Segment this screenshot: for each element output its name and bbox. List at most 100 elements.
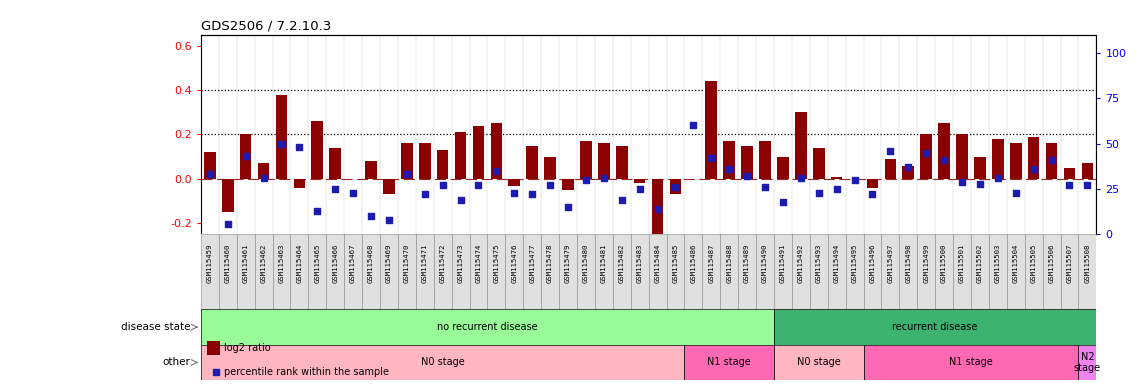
Point	[917, 150, 936, 156]
Bar	[953, 234, 971, 310]
Text: percentile rank within the sample: percentile rank within the sample	[224, 367, 389, 377]
Bar	[473, 126, 484, 179]
Text: N0 stage: N0 stage	[421, 358, 465, 367]
Text: GSM115480: GSM115480	[583, 243, 589, 283]
Bar	[669, 179, 681, 194]
Bar	[1010, 143, 1022, 179]
Text: GSM115496: GSM115496	[869, 243, 876, 283]
Bar	[742, 146, 753, 179]
Point	[988, 175, 1007, 181]
Bar	[255, 234, 272, 310]
Text: GSM115502: GSM115502	[977, 243, 983, 283]
Text: disease state: disease state	[121, 322, 191, 332]
Bar	[598, 143, 610, 179]
Bar	[362, 234, 380, 310]
Text: GSM115466: GSM115466	[332, 243, 339, 283]
Text: GSM115482: GSM115482	[619, 243, 625, 283]
Bar	[828, 234, 846, 310]
Text: GSM115506: GSM115506	[1048, 243, 1055, 283]
Text: GSM115495: GSM115495	[852, 243, 858, 283]
Bar	[577, 234, 595, 310]
Bar	[329, 148, 341, 179]
Bar	[759, 141, 770, 179]
Point	[1061, 182, 1079, 189]
Text: GSM115490: GSM115490	[762, 243, 768, 283]
Bar	[813, 148, 824, 179]
Text: GSM115468: GSM115468	[369, 243, 374, 283]
Point	[649, 206, 667, 212]
Point	[397, 171, 416, 177]
Text: GSM115462: GSM115462	[261, 243, 266, 283]
Bar	[723, 141, 735, 179]
Bar	[720, 234, 738, 310]
Text: GSM115486: GSM115486	[690, 243, 697, 283]
Text: GSM115488: GSM115488	[727, 243, 732, 283]
Bar	[917, 234, 936, 310]
Point	[684, 122, 703, 129]
Text: GSM115485: GSM115485	[673, 243, 678, 283]
Bar	[649, 234, 667, 310]
Point	[899, 164, 917, 170]
Text: GSM115500: GSM115500	[941, 243, 947, 283]
Bar	[863, 234, 882, 310]
Text: GSM115475: GSM115475	[494, 243, 499, 283]
Point	[576, 177, 595, 183]
Point	[416, 191, 434, 197]
Text: GSM115507: GSM115507	[1066, 243, 1072, 283]
Point	[971, 180, 990, 187]
Bar	[416, 234, 434, 310]
Text: GSM115483: GSM115483	[637, 243, 643, 283]
Text: GSM115494: GSM115494	[833, 243, 839, 283]
Bar	[831, 177, 843, 179]
Text: recurrent disease: recurrent disease	[892, 322, 978, 332]
Bar	[201, 310, 774, 345]
Bar	[401, 143, 412, 179]
Bar	[975, 157, 986, 179]
Text: GSM115504: GSM115504	[1013, 243, 1018, 283]
Bar	[563, 179, 574, 190]
Point	[344, 190, 363, 196]
Bar	[938, 123, 949, 179]
Bar	[738, 234, 757, 310]
Bar	[703, 234, 720, 310]
Point	[720, 166, 738, 172]
Bar	[902, 166, 914, 179]
Text: GSM115464: GSM115464	[296, 243, 302, 283]
Point	[809, 190, 828, 196]
Text: other: other	[162, 358, 191, 367]
Point	[953, 179, 971, 185]
Bar	[630, 234, 649, 310]
Bar	[380, 234, 398, 310]
Point	[845, 177, 863, 183]
Point	[470, 182, 488, 189]
Text: GSM115505: GSM115505	[1031, 243, 1037, 283]
Point	[666, 184, 684, 190]
Point	[1042, 157, 1061, 163]
Bar	[774, 345, 863, 380]
Bar	[867, 179, 878, 188]
Text: GSM115469: GSM115469	[386, 243, 391, 283]
Bar	[921, 134, 932, 179]
Text: N1 stage: N1 stage	[707, 358, 751, 367]
Text: log2 ratio: log2 ratio	[224, 343, 271, 353]
Text: GSM115489: GSM115489	[744, 243, 750, 283]
Bar	[201, 345, 684, 380]
Text: GSM115477: GSM115477	[529, 243, 535, 283]
Point	[792, 175, 810, 181]
Point	[1007, 190, 1025, 196]
Text: GSM115479: GSM115479	[565, 243, 571, 283]
Bar	[419, 143, 430, 179]
Text: GSM115471: GSM115471	[421, 243, 428, 283]
Text: GDS2506 / 7.2.10.3: GDS2506 / 7.2.10.3	[201, 19, 331, 32]
Point	[755, 184, 774, 190]
Bar	[667, 234, 684, 310]
Text: GSM115467: GSM115467	[350, 243, 356, 283]
Point	[774, 199, 792, 205]
Text: GSM115465: GSM115465	[315, 243, 320, 283]
Text: GSM115472: GSM115472	[440, 243, 445, 283]
Point	[541, 182, 559, 189]
Bar	[971, 234, 988, 310]
Point	[218, 220, 236, 227]
Bar	[490, 123, 502, 179]
Text: GSM115497: GSM115497	[887, 243, 893, 283]
